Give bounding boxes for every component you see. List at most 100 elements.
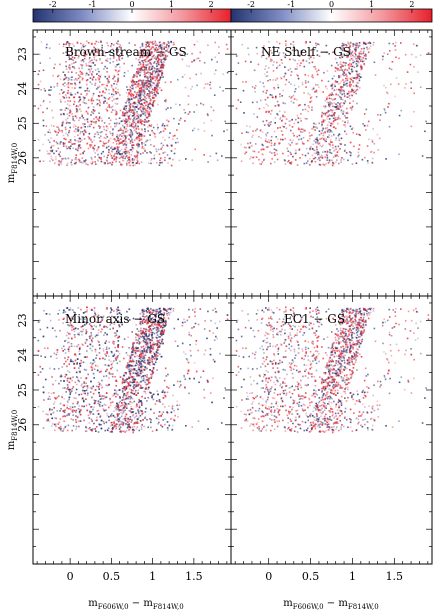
residual-pixel xyxy=(136,381,138,384)
residual-pixel xyxy=(111,146,113,148)
residual-pixel xyxy=(116,356,118,358)
residual-pixel xyxy=(338,162,340,165)
residual-pixel xyxy=(74,83,77,86)
residual-pixel xyxy=(149,359,151,361)
residual-pixel xyxy=(117,78,119,81)
residual-pixel xyxy=(146,45,148,48)
residual-pixel xyxy=(244,60,247,63)
residual-pixel xyxy=(86,87,89,90)
residual-pixel xyxy=(85,72,88,75)
residual-pixel xyxy=(68,398,70,401)
residual-pixel xyxy=(134,44,136,46)
residual-pixel xyxy=(329,128,331,131)
residual-pixel xyxy=(76,109,78,112)
residual-pixel xyxy=(194,311,196,313)
residual-pixel xyxy=(210,119,213,122)
residual-pixel xyxy=(197,57,200,60)
residual-pixel xyxy=(351,105,354,107)
residual-pixel xyxy=(283,126,285,128)
residual-pixel xyxy=(151,395,153,397)
residual-pixel xyxy=(115,69,117,72)
residual-pixel xyxy=(173,117,175,120)
residual-pixel xyxy=(96,410,99,412)
residual-pixel xyxy=(129,376,131,379)
residual-pixel xyxy=(58,153,60,156)
residual-pixel xyxy=(74,312,76,314)
residual-pixel xyxy=(308,132,311,134)
residual-pixel xyxy=(76,109,79,111)
residual-pixel xyxy=(356,42,359,45)
residual-pixel xyxy=(124,431,126,433)
residual-pixel xyxy=(225,43,228,46)
residual-pixel xyxy=(92,126,95,129)
residual-pixel xyxy=(136,76,138,78)
residual-pixel xyxy=(146,88,148,90)
residual-pixel xyxy=(71,329,73,331)
residual-pixel xyxy=(114,65,117,68)
residual-pixel xyxy=(122,409,124,412)
residual-pixel xyxy=(125,91,128,94)
residual-pixel xyxy=(153,42,156,45)
residual-pixel xyxy=(382,55,384,58)
residual-pixel xyxy=(101,83,103,86)
residual-pixel xyxy=(370,151,372,153)
residual-pixel xyxy=(133,158,136,161)
residual-pixel xyxy=(104,75,107,78)
residual-pixel xyxy=(269,151,271,153)
residual-pixel xyxy=(349,97,351,100)
residual-pixel xyxy=(216,61,218,63)
residual-pixel xyxy=(88,422,91,424)
residual-pixel xyxy=(314,68,317,70)
residual-pixel xyxy=(157,54,159,56)
residual-pixel xyxy=(88,323,91,325)
residual-pixel xyxy=(324,114,327,116)
residual-pixel xyxy=(106,67,108,70)
residual-pixel xyxy=(52,116,54,119)
residual-pixel xyxy=(264,98,267,101)
residual-pixel xyxy=(141,49,144,51)
residual-pixel xyxy=(104,396,106,399)
residual-pixel xyxy=(270,58,272,61)
residual-pixel xyxy=(170,40,172,43)
residual-pixel xyxy=(332,156,335,158)
residual-pixel xyxy=(146,376,148,379)
residual-pixel xyxy=(333,150,335,152)
residual-pixel xyxy=(289,162,291,164)
residual-pixel xyxy=(139,342,141,344)
residual-pixel xyxy=(349,77,352,80)
residual-pixel xyxy=(173,43,175,46)
residual-pixel xyxy=(140,99,142,102)
residual-pixel xyxy=(127,158,130,161)
residual-pixel xyxy=(291,126,294,128)
residual-pixel xyxy=(72,59,75,62)
residual-pixel xyxy=(145,66,148,69)
residual-pixel xyxy=(73,45,75,47)
residual-pixel xyxy=(134,155,137,158)
residual-pixel xyxy=(70,161,72,164)
residual-pixel xyxy=(328,159,331,161)
residual-pixel xyxy=(106,414,109,417)
residual-pixel xyxy=(120,148,123,151)
residual-pixel xyxy=(37,107,40,110)
residual-pixel xyxy=(274,142,276,145)
residual-pixel xyxy=(361,60,364,63)
residual-pixel xyxy=(196,40,199,43)
residual-pixel xyxy=(90,335,92,337)
residual-pixel xyxy=(284,56,287,59)
residual-pixel xyxy=(363,54,366,57)
residual-pixel xyxy=(116,423,119,426)
residual-pixel xyxy=(150,73,152,75)
residual-pixel xyxy=(66,365,68,368)
residual-pixel xyxy=(143,93,146,95)
residual-pixel xyxy=(132,148,134,150)
residual-pixel xyxy=(177,416,179,418)
residual-pixel xyxy=(159,326,162,329)
residual-pixel xyxy=(87,136,90,138)
residual-pixel xyxy=(85,79,88,82)
residual-pixel xyxy=(143,110,145,112)
residual-pixel xyxy=(158,323,160,326)
residual-pixel xyxy=(275,95,277,98)
residual-pixel xyxy=(298,134,301,137)
residual-pixel xyxy=(137,108,140,110)
residual-pixel xyxy=(86,356,88,358)
